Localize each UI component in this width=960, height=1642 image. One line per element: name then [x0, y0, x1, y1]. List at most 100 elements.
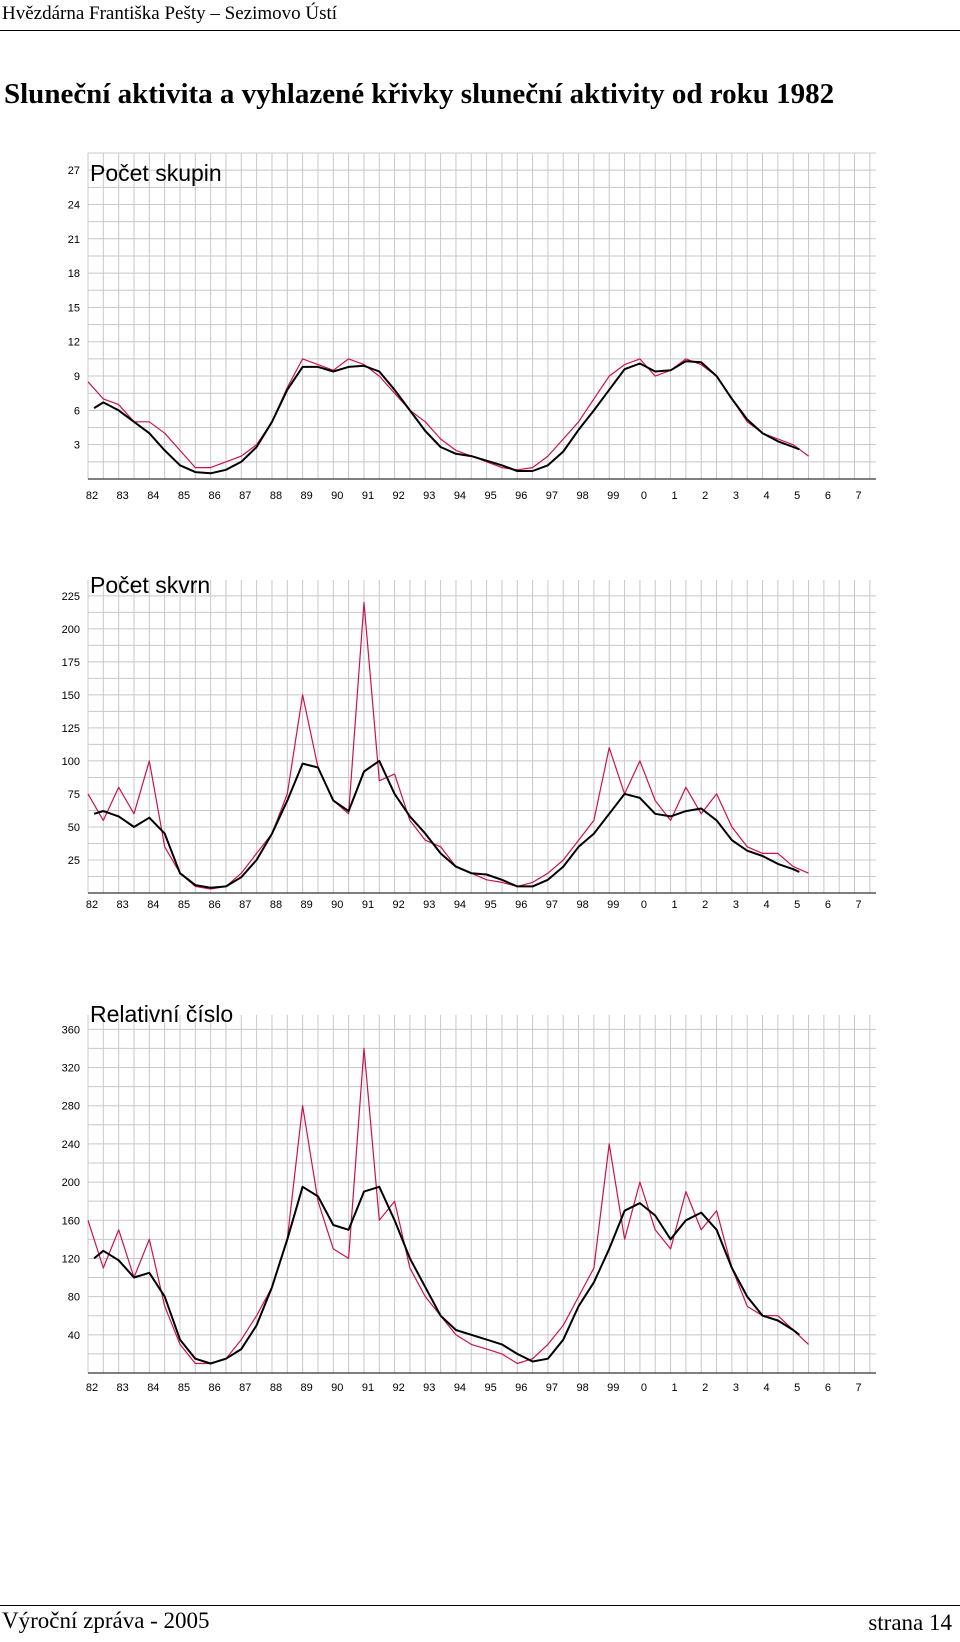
y-tick-label: 160 — [62, 1215, 80, 1227]
x-tick-label: 97 — [546, 899, 558, 911]
x-tick-label: 93 — [423, 1382, 435, 1394]
x-tick-label: 92 — [392, 1382, 404, 1394]
x-tick-label: 82 — [86, 1382, 98, 1394]
y-tick-label: 320 — [62, 1063, 80, 1075]
x-tick-label: 90 — [331, 490, 343, 502]
x-tick-label: 82 — [86, 899, 98, 911]
x-tick-label: 0 — [641, 899, 647, 911]
x-tick-label: 95 — [484, 1382, 496, 1394]
x-tick-label: 0 — [641, 490, 647, 502]
x-tick-label: 1 — [672, 1382, 678, 1394]
y-tick-label: 12 — [68, 337, 80, 349]
y-tick-label: 200 — [62, 624, 80, 636]
x-tick-label: 3 — [733, 490, 739, 502]
x-tick-label: 83 — [117, 490, 129, 502]
series-line-smoothed — [93, 1185, 800, 1365]
y-tick-label: 75 — [68, 789, 80, 801]
x-tick-label: 87 — [239, 899, 251, 911]
y-tick-label: 120 — [62, 1253, 80, 1265]
y-tick-label: 100 — [62, 756, 80, 768]
footer-left: Výroční zpráva - 2005 — [2, 1608, 210, 1633]
x-tick-label: 95 — [484, 490, 496, 502]
x-tick-label: 7 — [855, 899, 861, 911]
x-tick-label: 6 — [825, 1382, 831, 1394]
y-tick-label: 50 — [68, 822, 80, 834]
series-line-monthly — [87, 601, 809, 890]
y-tick-label: 40 — [68, 1330, 80, 1342]
x-tick-label: 2 — [702, 1382, 708, 1394]
x-tick-label: 5 — [794, 490, 800, 502]
page-title: Sluneční aktivita a vyhlazené křivky slu… — [4, 78, 835, 110]
page-number: strana 14 — [868, 1610, 952, 1635]
series-line-monthly — [87, 358, 809, 471]
x-tick-label: 85 — [178, 1382, 190, 1394]
y-tick-label: 15 — [68, 302, 80, 314]
x-tick-label: 2 — [702, 490, 708, 502]
y-tick-label: 9 — [74, 371, 80, 383]
x-tick-label: 99 — [607, 490, 619, 502]
x-tick-label: 87 — [239, 1382, 251, 1394]
x-tick-label: 92 — [392, 899, 404, 911]
y-tick-label: 280 — [62, 1101, 80, 1113]
x-tick-label: 97 — [546, 490, 558, 502]
x-tick-label: 86 — [209, 490, 221, 502]
x-tick-label: 85 — [178, 899, 190, 911]
x-tick-label: 84 — [147, 899, 159, 911]
header-text: Hvězdárna Františka Pešty – Sezimovo Úst… — [2, 3, 338, 24]
x-tick-label: 96 — [515, 1382, 527, 1394]
x-tick-label: 98 — [576, 899, 588, 911]
x-tick-label: 99 — [607, 1382, 619, 1394]
footer-rule — [0, 1605, 960, 1606]
x-tick-label: 90 — [331, 899, 343, 911]
x-tick-label: 91 — [362, 490, 374, 502]
x-tick-label: 92 — [392, 490, 404, 502]
x-tick-label: 84 — [147, 490, 159, 502]
x-tick-label: 90 — [331, 1382, 343, 1394]
x-tick-label: 96 — [515, 899, 527, 911]
x-tick-label: 3 — [733, 899, 739, 911]
x-tick-label: 1 — [672, 899, 678, 911]
x-tick-label: 82 — [86, 490, 98, 502]
x-tick-label: 93 — [423, 899, 435, 911]
y-tick-label: 200 — [62, 1177, 80, 1189]
chart-title: Relativní číslo — [90, 1001, 233, 1027]
x-tick-label: 3 — [733, 1382, 739, 1394]
x-tick-label: 94 — [454, 899, 466, 911]
x-tick-label: 85 — [178, 490, 190, 502]
y-tick-label: 6 — [74, 405, 80, 417]
x-tick-label: 6 — [825, 490, 831, 502]
y-tick-label: 18 — [68, 268, 80, 280]
x-tick-label: 89 — [301, 1382, 313, 1394]
x-tick-label: 4 — [763, 1382, 769, 1394]
x-tick-label: 6 — [825, 899, 831, 911]
x-tick-label: 94 — [454, 1382, 466, 1394]
x-tick-label: 98 — [576, 490, 588, 502]
x-tick-label: 97 — [546, 1382, 558, 1394]
y-tick-label: 27 — [68, 165, 80, 177]
x-tick-label: 96 — [515, 490, 527, 502]
x-tick-label: 89 — [301, 490, 313, 502]
y-tick-label: 125 — [62, 723, 80, 735]
y-tick-label: 25 — [68, 855, 80, 867]
chart-title: Počet skupin — [90, 160, 222, 186]
x-tick-label: 1 — [672, 490, 678, 502]
x-tick-label: 86 — [209, 1382, 221, 1394]
y-tick-label: 150 — [62, 690, 80, 702]
x-tick-label: 94 — [454, 490, 466, 502]
series-line-smoothed — [93, 759, 800, 889]
x-tick-label: 5 — [794, 899, 800, 911]
x-tick-label: 93 — [423, 490, 435, 502]
x-tick-label: 88 — [270, 899, 282, 911]
x-tick-label: 7 — [855, 490, 861, 502]
y-tick-label: 21 — [68, 234, 80, 246]
x-tick-label: 2 — [702, 899, 708, 911]
y-tick-label: 3 — [74, 440, 80, 452]
x-tick-label: 95 — [484, 899, 496, 911]
x-tick-label: 88 — [270, 1382, 282, 1394]
x-tick-label: 99 — [607, 899, 619, 911]
x-tick-label: 91 — [362, 899, 374, 911]
x-tick-label: 4 — [763, 490, 769, 502]
